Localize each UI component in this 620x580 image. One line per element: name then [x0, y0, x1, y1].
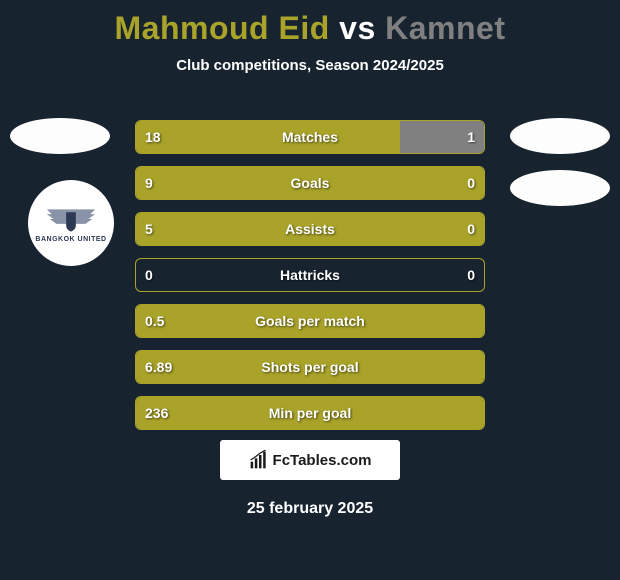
player-left-name: Mahmoud Eid	[115, 10, 330, 46]
date-label: 25 february 2025	[0, 500, 620, 518]
branding-text: FcTables.com	[273, 452, 372, 469]
stat-row: Matches181	[135, 120, 485, 154]
vs-text: vs	[339, 10, 376, 46]
club-logo-left: BANGKOK UNITED	[28, 180, 114, 266]
club-logo-label: BANGKOK UNITED	[35, 236, 106, 243]
comparison-bars: Matches181 Goals90 Assists50 Hattricks00 Goa…	[135, 120, 485, 442]
player-right-name: Kamnet	[385, 10, 505, 46]
stat-bar-track	[135, 304, 485, 338]
stat-row: Goals per match0.5	[135, 304, 485, 338]
stat-row: Min per goal236	[135, 396, 485, 430]
chart-icon	[249, 450, 269, 470]
stat-bar-track	[135, 396, 485, 430]
stat-bar-left	[136, 167, 484, 199]
stat-row: Assists50	[135, 212, 485, 246]
stat-bar-left	[136, 351, 484, 383]
club-wings-icon	[42, 204, 100, 234]
stat-row: Goals90	[135, 166, 485, 200]
stat-bar-track	[135, 350, 485, 384]
stat-bar-left	[136, 397, 484, 429]
stat-bar-left	[136, 305, 484, 337]
branding-badge: FcTables.com	[220, 440, 400, 480]
stat-bar-track	[135, 258, 485, 292]
stat-bar-right	[400, 121, 484, 153]
subtitle: Club competitions, Season 2024/2025	[0, 57, 620, 74]
stat-bar-track	[135, 166, 485, 200]
badge-placeholder-right-1	[510, 118, 610, 154]
badge-placeholder-right-2	[510, 170, 610, 206]
stat-bar-track	[135, 120, 485, 154]
stat-bar-track	[135, 212, 485, 246]
comparison-title: Mahmoud Eid vs Kamnet	[0, 0, 620, 47]
badge-placeholder-left	[10, 118, 110, 154]
stat-row: Hattricks00	[135, 258, 485, 292]
stat-row: Shots per goal6.89	[135, 350, 485, 384]
stat-bar-left	[136, 213, 484, 245]
stat-bar-left	[136, 121, 400, 153]
